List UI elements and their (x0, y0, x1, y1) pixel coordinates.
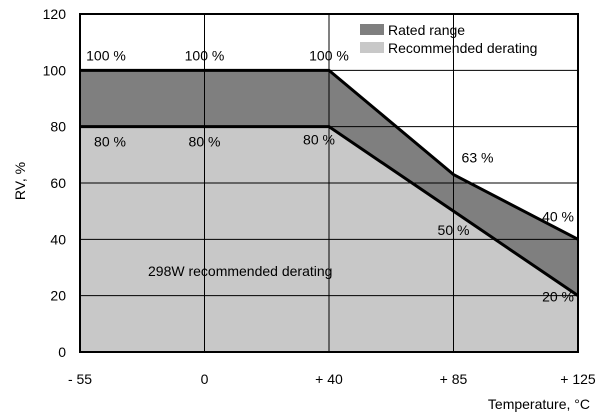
y-tick-label: 120 (43, 6, 67, 22)
y-axis-label: RV, % (12, 162, 28, 200)
data-point-label: 100 % (309, 47, 349, 63)
y-tick-label: 40 (50, 231, 66, 247)
y-tick-label: 80 (50, 119, 66, 135)
y-tick-label: 0 (58, 344, 66, 360)
data-point-label: 20 % (542, 289, 574, 305)
legend-swatch (360, 24, 384, 35)
y-tick-label: 100 (43, 62, 67, 78)
legend-label: Rated range (388, 22, 465, 38)
data-point-label: 80 % (303, 132, 335, 148)
legend: Rated range Recommended derating (360, 22, 537, 56)
series-line-rated-range (80, 68, 579, 241)
x-tick-label: + 125 (560, 371, 596, 387)
x-axis-label: Temperature, °C (488, 396, 590, 412)
series-line-recommended-derating (80, 125, 579, 297)
plot-frame (79, 13, 579, 353)
y-tick-label: 60 (50, 175, 66, 191)
series-lines (80, 68, 579, 297)
data-point-label: 63 % (462, 150, 494, 166)
data-point-label: 100 % (185, 47, 225, 63)
legend-label: Recommended derating (388, 40, 537, 56)
legend-swatch (360, 42, 384, 53)
x-axis-ticks: - 55 0 + 40 + 85 + 125 (68, 371, 596, 387)
x-tick-label: + 40 (315, 371, 343, 387)
data-point-label: 80 % (94, 134, 126, 150)
y-tick-label: 20 (50, 288, 66, 304)
point-labels: 100 % 100 % 100 % 63 % 40 % 80 % 80 % 80 % 50 % 2… (86, 47, 574, 304)
data-point-label: 80 % (189, 134, 221, 150)
data-point-label: 100 % (86, 47, 126, 63)
x-tick-label: 0 (201, 371, 209, 387)
data-point-label: 40 % (542, 208, 574, 224)
chart-annotation: 298W recommended derating (148, 263, 332, 279)
x-tick-label: - 55 (68, 371, 92, 387)
x-tick-label: + 85 (440, 371, 468, 387)
y-axis-ticks: 0 20 40 60 80 100 120 (43, 6, 67, 360)
data-point-label: 50 % (438, 222, 470, 238)
